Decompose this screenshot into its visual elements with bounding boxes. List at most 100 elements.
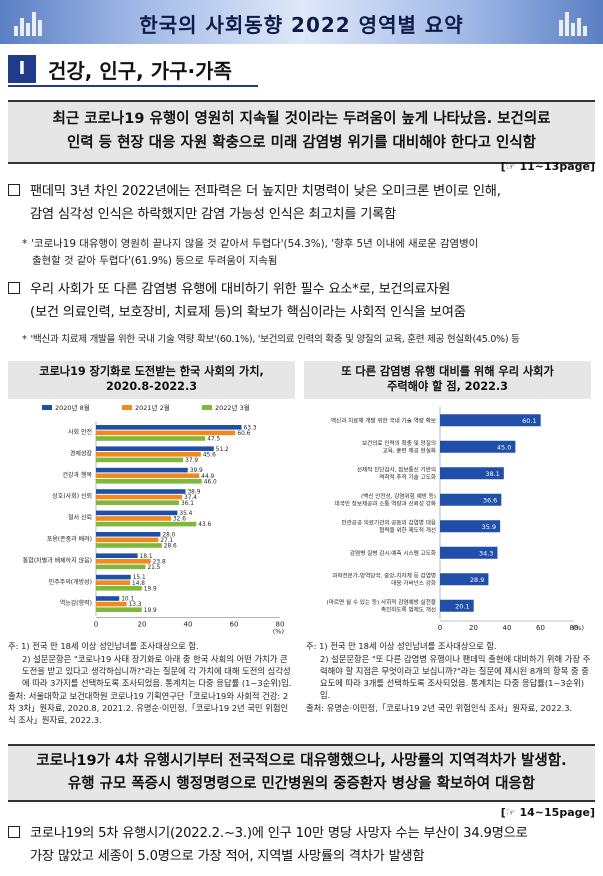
document-title: 한국의 사회동향 2022 영역별 요약	[139, 13, 464, 37]
category-label: 경제성장	[70, 449, 93, 457]
bullet-text: 코로나19의 5차 유행시기(2022.2.~3.)에 인구 10만 명당 사망…	[30, 826, 528, 841]
category-label: 촉진하도록 법제도 개선	[381, 606, 436, 614]
summary-box: 코로나19가 4차 유행시기부터 전국적으로 대유행했으나, 사망률의 지역격차…	[8, 744, 595, 803]
data-label: 43.6	[198, 522, 211, 528]
bar	[96, 494, 183, 500]
category-label: 대국민 정보제공과 소통 역량과 신뢰성 강화	[334, 500, 436, 508]
source-text: 출처: 유명순·이민정,「코로나19 2년 국민 위험인식 조사」원자료, 20…	[306, 703, 573, 714]
legend-swatch	[122, 405, 132, 410]
axis-unit: (%)	[273, 628, 284, 636]
note-text: 주: 1) 전국 만 18세 이상 성인남녀를 조사대상으로 함.	[8, 641, 199, 651]
x-tick-label: 40	[503, 624, 512, 632]
summary-line: 최근 코로나19 유행이 영원히 지속될 것이라는 두려움이 높게 나타났음. …	[52, 111, 551, 127]
bar	[440, 520, 501, 533]
category-label: 사회 안전	[68, 428, 92, 436]
bar	[440, 573, 489, 586]
bar	[96, 553, 138, 558]
section-number: Ⅰ	[8, 55, 36, 83]
legend-label: 2020년 8월	[55, 403, 90, 412]
data-label: 39.9	[190, 468, 203, 474]
data-label: 20.1	[455, 602, 469, 610]
category-label: 과학전문가-방역당국, 중앙-지자체 등 감염병	[332, 571, 436, 579]
category-label: 협력을 위한 제도적 개선	[379, 526, 436, 534]
bar	[96, 510, 178, 516]
category-label: 보건의료 인력의 확충 및 양질의	[362, 439, 436, 447]
data-label: 28.9	[470, 576, 484, 584]
source-text: 출처: 서울대학교 보건대학원 코로나19 기획연구단「코로나19와 사회적 건…	[8, 691, 289, 726]
page-reference: [☞ 11~13page]	[500, 160, 595, 173]
legend-label: 2022년 3월	[215, 403, 250, 412]
data-label: 27.1	[160, 538, 173, 544]
checkbox-square-icon	[8, 282, 20, 294]
footnote-text: '백신과 치료제 개발을 위한 국내 기술 역량 확보'(60.1%), '보건…	[30, 334, 520, 345]
bar	[96, 601, 127, 607]
bar	[96, 537, 159, 543]
bar	[96, 473, 200, 478]
footnote-text: '코로나19 대유행이 영원히 끝나지 않을 것 같아서 두렵다'(54.3%)…	[31, 238, 479, 250]
x-tick-label: 20	[469, 624, 478, 632]
chart-notes-right: 주: 1) 전국 만 18세 이상 성인남녀를 조사대상으로 함. 2) 설문문…	[306, 640, 593, 715]
x-tick-label: 80	[570, 624, 579, 632]
bar	[440, 599, 474, 612]
category-label: 포용(존중과 배려)	[47, 535, 92, 543]
category-label: 민주주의(개방성)	[49, 578, 92, 586]
category-label: 통합(차별과 배제하지 않음)	[23, 556, 92, 564]
bar	[96, 452, 201, 457]
bar	[96, 521, 197, 527]
category-label: 민관공공 의료기관의 공동의 감염병 대응	[341, 518, 436, 526]
bar	[96, 607, 142, 612]
axis-unit: (%)	[573, 624, 584, 632]
data-label: 37.4	[184, 495, 197, 501]
category-label: 감염병 질병 감시·예측 시스템 고도화	[350, 549, 436, 557]
x-tick-label: 40	[184, 621, 193, 629]
data-label: 32.6	[173, 517, 186, 523]
asterisk-icon: *	[22, 334, 27, 345]
data-label: 37.9	[185, 458, 198, 464]
legend-label: 2021년 2월	[135, 403, 170, 412]
data-label: 60.1	[522, 417, 536, 425]
category-label: 상호(사회) 신뢰	[52, 492, 92, 500]
data-label: 19.9	[144, 608, 157, 614]
chart-title-line: 2020.8-2022.3	[106, 380, 197, 394]
data-label: 19.9	[144, 586, 157, 592]
summary-line: 유행 규모 폭증시 행정명령으로 민간병원의 중증환자 병상을 확보하여 대응함	[67, 776, 536, 793]
category-label: 대응 거버넌스 강화	[391, 579, 436, 587]
data-label: 28.6	[164, 544, 177, 550]
data-label: 21.5	[147, 565, 160, 571]
bar	[440, 414, 541, 427]
note-text: 2) 설문문항은 "또 다른 감염병 유행이나 팬데믹 출현에 대비하기 위해 …	[320, 654, 591, 701]
data-label: 46.0	[204, 479, 217, 485]
data-label: 63.3	[244, 425, 257, 431]
chart-decoration-icon	[557, 6, 591, 36]
data-label: 45.6	[203, 452, 216, 458]
bar	[96, 596, 120, 601]
bar	[96, 430, 236, 436]
footnote: * '백신과 치료제 개발을 위한 국내 기술 역량 확보'(60.1%), '보…	[22, 332, 592, 347]
section-underline	[8, 85, 258, 87]
category-label: 선제적 진단검사, 접보통신 기반의	[357, 465, 436, 473]
data-label: 34.3	[479, 549, 493, 557]
bullet-text: 가장 많았고 세종이 5.0명으로 가장 적어, 지역별 사망률의 격차가 발생…	[30, 849, 425, 865]
priorities-bar-chart: 0 20 40 60 80(%) 백신과 치료제 개발 위한 국내 기술 역량 확보 60.…	[327, 407, 584, 632]
bar	[96, 446, 214, 451]
legend-swatch	[202, 405, 212, 410]
bullet-item: 코로나19의 5차 유행시기(2022.2.~3.)에 인구 10만 명당 사망…	[8, 822, 595, 868]
data-label: 51.2	[216, 447, 229, 453]
bar	[96, 564, 146, 570]
data-label: 38.9	[187, 490, 200, 496]
x-tick-label: 80	[276, 621, 285, 629]
category-label: 교육, 훈련 제공 현실화	[383, 447, 436, 455]
section-heading: Ⅰ 건강, 인구, 가구·가족	[8, 54, 232, 84]
bar	[440, 546, 498, 559]
chart-decoration-icon	[12, 6, 46, 36]
bullet-item: 우리 사회가 또 다른 감염병 유행에 대비하기 위한 필수 요소*로, 보건의…	[8, 278, 595, 324]
summary-line: 코로나19가 4차 유행시기부터 전국적으로 대유행했으나, 사망률의 지역격차…	[36, 753, 567, 769]
bar	[96, 489, 186, 494]
checkbox-square-icon	[8, 184, 20, 196]
data-label: 36.1	[181, 501, 194, 507]
bar	[96, 436, 206, 441]
bullet-item: 팬데믹 3년 차인 2022년에는 전파력은 더 높지만 치명력이 낮은 오미크…	[8, 180, 595, 226]
legend-swatch	[42, 405, 52, 410]
bar	[96, 500, 180, 505]
bar	[440, 493, 502, 506]
